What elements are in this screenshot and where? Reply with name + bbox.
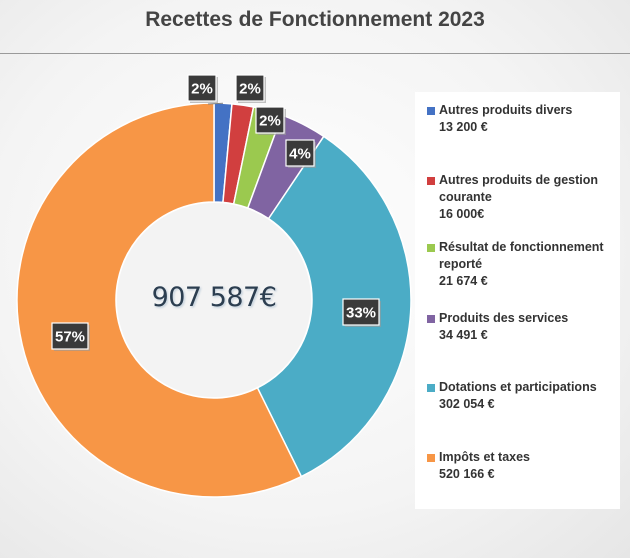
legend-name: Produits des services bbox=[439, 311, 569, 325]
legend-value: 34 491 € bbox=[439, 328, 488, 342]
legend-value: 21 674 € bbox=[439, 274, 488, 288]
legend-item: Impôts et taxes 520 166 € bbox=[427, 449, 617, 483]
legend-value: 13 200 € bbox=[439, 120, 488, 134]
legend-item: Autres produits de gestion courante 16 0… bbox=[427, 172, 617, 223]
percent-label: 2% bbox=[187, 74, 218, 103]
title-divider bbox=[0, 53, 630, 54]
donut-slice bbox=[16, 102, 303, 498]
legend-name: Autres produits de gestion courante bbox=[439, 173, 599, 204]
svg-text:33%: 33% bbox=[346, 305, 376, 322]
legend-name: Autres produits divers bbox=[439, 103, 573, 117]
legend-name: Impôts et taxes bbox=[439, 450, 531, 464]
percent-label: 2% bbox=[255, 106, 286, 135]
legend-swatch bbox=[427, 315, 435, 323]
percent-label: 57% bbox=[51, 322, 90, 351]
percent-label: 4% bbox=[285, 139, 316, 168]
chart-title: Recettes de Fonctionnement 2023 bbox=[145, 8, 485, 31]
svg-text:2%: 2% bbox=[259, 113, 281, 130]
percent-label: 2% bbox=[235, 74, 266, 103]
svg-text:4%: 4% bbox=[289, 146, 311, 163]
svg-text:2%: 2% bbox=[239, 81, 261, 98]
legend-value: 302 054 € bbox=[439, 397, 495, 411]
donut-slice bbox=[256, 135, 412, 478]
legend-item: Produits des services 34 491 € bbox=[427, 310, 617, 344]
legend-item: Autres produits divers 13 200 € bbox=[427, 102, 617, 136]
svg-text:57%: 57% bbox=[55, 329, 85, 346]
chart-legend: Autres produits divers 13 200 € Autres p… bbox=[415, 92, 620, 509]
legend-name: Résultat de fonctionnement reporté bbox=[439, 240, 604, 271]
legend-name: Dotations et participations bbox=[439, 380, 597, 394]
svg-text:2%: 2% bbox=[191, 81, 213, 98]
legend-value: 520 166 € bbox=[439, 467, 495, 481]
legend-item: Dotations et participations 302 054 € bbox=[427, 379, 617, 413]
percent-label: 33% bbox=[342, 298, 381, 327]
legend-swatch bbox=[427, 177, 435, 185]
legend-value: 16 000€ bbox=[439, 207, 485, 221]
donut-hole bbox=[117, 203, 311, 397]
legend-swatch bbox=[427, 107, 435, 115]
legend-swatch bbox=[427, 454, 435, 462]
legend-swatch bbox=[427, 384, 435, 392]
legend-item: Résultat de fonctionnement reporté 21 67… bbox=[427, 239, 617, 290]
legend-swatch bbox=[427, 244, 435, 252]
center-total-label: 907 587€ bbox=[151, 282, 277, 313]
label-leader-line bbox=[207, 102, 224, 105]
